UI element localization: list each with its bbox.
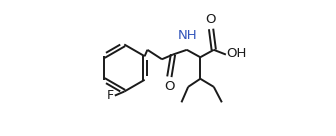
Text: O: O	[164, 80, 174, 93]
Text: OH: OH	[226, 47, 247, 60]
Text: O: O	[205, 13, 216, 26]
Text: NH: NH	[178, 29, 197, 42]
Text: F: F	[107, 89, 114, 102]
